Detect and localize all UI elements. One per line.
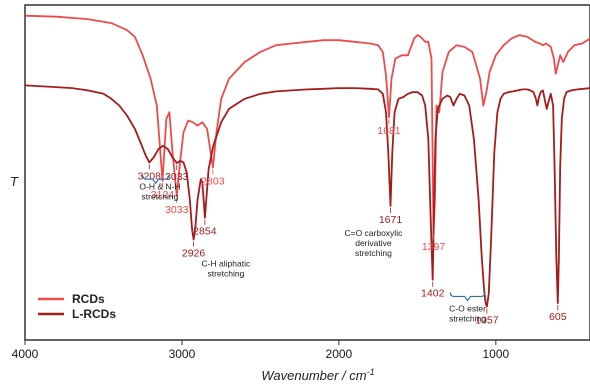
x-tick-label-1000: 1000 xyxy=(482,347,509,361)
peak-label-3033: 3033 xyxy=(165,204,189,216)
annotation-0: O-H & N-H stretching xyxy=(139,181,180,201)
x-axis-title-text: Wavenumber / cm xyxy=(261,368,366,383)
peak-label-1671: 1671 xyxy=(379,214,403,226)
peak-label-3033: 3033 xyxy=(165,171,189,183)
annotation-line: stretching xyxy=(355,248,392,258)
peak-label-605: 605 xyxy=(549,311,567,323)
peak-label-2854: 2854 xyxy=(193,226,217,238)
peak-label-1057: 1057 xyxy=(475,315,499,327)
annotation-line: stretching xyxy=(449,314,486,324)
annotation-1: C-H aliphatic stretching xyxy=(202,258,251,278)
plot-border xyxy=(24,4,590,341)
x-tick-label-3000: 3000 xyxy=(169,347,196,361)
annotation-2: C=O carboxylic derivative stretching xyxy=(344,228,403,258)
series-line-1 xyxy=(24,84,590,308)
y-axis-title: T xyxy=(10,174,19,189)
x-axis-title: Wavenumber / cm-1 xyxy=(261,367,374,383)
x-axis-title-superscript: -1 xyxy=(367,367,375,377)
series-line-0 xyxy=(24,14,590,234)
legend-label-1: L-RCDs xyxy=(72,307,116,321)
bracket-1 xyxy=(449,292,486,302)
bracket-0 xyxy=(142,175,170,185)
legend-label-0: RCDs xyxy=(72,292,105,306)
peak-label-1681: 1681 xyxy=(377,125,401,137)
series-layer xyxy=(24,14,590,308)
annotation-line: O-H & N-H xyxy=(139,181,180,191)
peak-label-1402: 1402 xyxy=(421,288,445,300)
annotation-line: C-O ester xyxy=(449,304,486,314)
peak-label-3208: 3208 xyxy=(138,170,162,182)
annotation-line: stretching xyxy=(142,191,179,201)
peak-label-2926: 2926 xyxy=(182,248,206,260)
annotation-line: C=O carboxylic xyxy=(344,228,403,238)
peak-label-1397: 1397 xyxy=(422,241,446,253)
annotation-line: stretching xyxy=(207,268,244,278)
x-tick-label-4000: 4000 xyxy=(12,347,39,361)
plot-frame xyxy=(24,4,590,341)
peak-label-3124: 3124 xyxy=(151,189,175,201)
x-tick-label-2000: 2000 xyxy=(326,347,353,361)
x-tick-layer: 4000 3000 2000 1000 xyxy=(12,340,510,361)
annotation-3: C-O ester stretching xyxy=(449,304,486,324)
annotation-line: derivative xyxy=(355,238,392,248)
peak-label-2803: 2803 xyxy=(201,175,225,187)
annotation-line: C-H aliphatic xyxy=(202,258,251,268)
